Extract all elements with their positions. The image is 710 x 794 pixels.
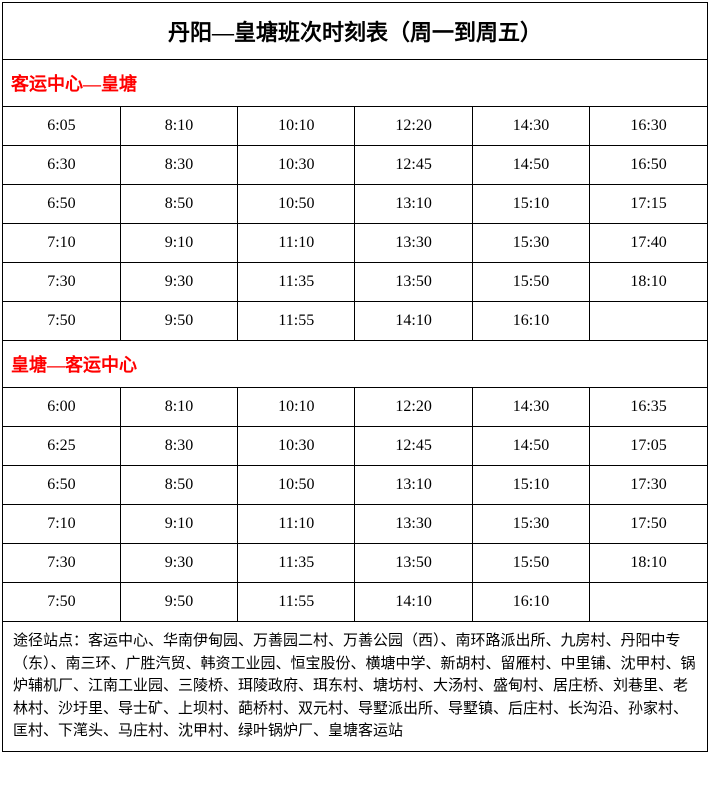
time-cell bbox=[590, 302, 707, 341]
time-cell: 14:50 bbox=[472, 427, 589, 466]
time-cell: 12:45 bbox=[355, 427, 472, 466]
time-cell: 8:50 bbox=[120, 466, 237, 505]
time-cell: 7:50 bbox=[3, 583, 120, 622]
time-cell: 16:50 bbox=[590, 146, 707, 185]
time-cell: 10:30 bbox=[238, 427, 355, 466]
time-cell: 11:35 bbox=[238, 263, 355, 302]
time-cell: 7:30 bbox=[3, 544, 120, 583]
table-row: 6:258:3010:3012:4514:5017:05 bbox=[3, 427, 707, 466]
time-cell: 17:50 bbox=[590, 505, 707, 544]
table-row: 6:508:5010:5013:1015:1017:15 bbox=[3, 185, 707, 224]
time-cell: 13:10 bbox=[355, 466, 472, 505]
time-cell: 16:10 bbox=[472, 302, 589, 341]
time-cell: 7:30 bbox=[3, 263, 120, 302]
table-row: 7:509:5011:5514:1016:10 bbox=[3, 583, 707, 622]
time-cell bbox=[590, 583, 707, 622]
time-cell: 11:10 bbox=[238, 505, 355, 544]
time-cell: 16:30 bbox=[590, 107, 707, 146]
time-cell: 7:10 bbox=[3, 505, 120, 544]
time-cell: 10:30 bbox=[238, 146, 355, 185]
time-cell: 6:50 bbox=[3, 185, 120, 224]
time-cell: 8:30 bbox=[120, 427, 237, 466]
table-row: 7:109:1011:1013:3015:3017:40 bbox=[3, 224, 707, 263]
time-cell: 8:50 bbox=[120, 185, 237, 224]
time-cell: 6:30 bbox=[3, 146, 120, 185]
time-cell: 15:50 bbox=[472, 263, 589, 302]
page-title: 丹阳—皇塘班次时刻表（周一到周五） bbox=[3, 3, 707, 60]
time-cell: 10:50 bbox=[238, 185, 355, 224]
table-row: 6:508:5010:5013:1015:1017:30 bbox=[3, 466, 707, 505]
time-cell: 6:25 bbox=[3, 427, 120, 466]
time-cell: 14:10 bbox=[355, 583, 472, 622]
time-cell: 9:50 bbox=[120, 302, 237, 341]
time-cell: 10:50 bbox=[238, 466, 355, 505]
time-cell: 9:10 bbox=[120, 505, 237, 544]
time-cell: 17:05 bbox=[590, 427, 707, 466]
time-cell: 17:30 bbox=[590, 466, 707, 505]
section2-table: 6:008:1010:1012:2014:3016:356:258:3010:3… bbox=[3, 388, 707, 622]
time-cell: 17:15 bbox=[590, 185, 707, 224]
time-cell: 8:30 bbox=[120, 146, 237, 185]
time-cell: 16:35 bbox=[590, 388, 707, 427]
time-cell: 11:55 bbox=[238, 583, 355, 622]
time-cell: 13:50 bbox=[355, 263, 472, 302]
time-cell: 14:30 bbox=[472, 388, 589, 427]
time-cell: 10:10 bbox=[238, 107, 355, 146]
time-cell: 12:20 bbox=[355, 107, 472, 146]
time-cell: 15:50 bbox=[472, 544, 589, 583]
time-cell: 7:10 bbox=[3, 224, 120, 263]
time-cell: 18:10 bbox=[590, 263, 707, 302]
time-cell: 6:00 bbox=[3, 388, 120, 427]
time-cell: 9:30 bbox=[120, 544, 237, 583]
section1-header: 客运中心—皇塘 bbox=[3, 60, 707, 107]
time-cell: 6:50 bbox=[3, 466, 120, 505]
time-cell: 6:05 bbox=[3, 107, 120, 146]
time-cell: 13:30 bbox=[355, 224, 472, 263]
time-cell: 13:10 bbox=[355, 185, 472, 224]
time-cell: 13:50 bbox=[355, 544, 472, 583]
time-cell: 9:30 bbox=[120, 263, 237, 302]
table-row: 7:309:3011:3513:5015:5018:10 bbox=[3, 263, 707, 302]
time-cell: 14:50 bbox=[472, 146, 589, 185]
time-cell: 14:30 bbox=[472, 107, 589, 146]
section2-header: 皇塘—客运中心 bbox=[3, 341, 707, 388]
time-cell: 11:10 bbox=[238, 224, 355, 263]
time-cell: 8:10 bbox=[120, 107, 237, 146]
time-cell: 7:50 bbox=[3, 302, 120, 341]
table-row: 7:309:3011:3513:5015:5018:10 bbox=[3, 544, 707, 583]
time-cell: 15:10 bbox=[472, 466, 589, 505]
time-cell: 9:50 bbox=[120, 583, 237, 622]
table-row: 6:058:1010:1012:2014:3016:30 bbox=[3, 107, 707, 146]
timetable-container: 丹阳—皇塘班次时刻表（周一到周五） 客运中心—皇塘 6:058:1010:101… bbox=[2, 2, 708, 752]
time-cell: 8:10 bbox=[120, 388, 237, 427]
time-cell: 10:10 bbox=[238, 388, 355, 427]
section1-table: 6:058:1010:1012:2014:3016:306:308:3010:3… bbox=[3, 107, 707, 341]
table-row: 7:109:1011:1013:3015:3017:50 bbox=[3, 505, 707, 544]
time-cell: 14:10 bbox=[355, 302, 472, 341]
table-row: 6:008:1010:1012:2014:3016:35 bbox=[3, 388, 707, 427]
route-stations: 途径站点：客运中心、华南伊甸园、万善园二村、万善公园（西）、南环路派出所、九房村… bbox=[3, 622, 707, 751]
time-cell: 18:10 bbox=[590, 544, 707, 583]
time-cell: 16:10 bbox=[472, 583, 589, 622]
time-cell: 9:10 bbox=[120, 224, 237, 263]
table-row: 6:308:3010:3012:4514:5016:50 bbox=[3, 146, 707, 185]
time-cell: 15:30 bbox=[472, 505, 589, 544]
time-cell: 15:10 bbox=[472, 185, 589, 224]
time-cell: 13:30 bbox=[355, 505, 472, 544]
time-cell: 12:20 bbox=[355, 388, 472, 427]
time-cell: 11:55 bbox=[238, 302, 355, 341]
table-row: 7:509:5011:5514:1016:10 bbox=[3, 302, 707, 341]
time-cell: 11:35 bbox=[238, 544, 355, 583]
time-cell: 17:40 bbox=[590, 224, 707, 263]
time-cell: 12:45 bbox=[355, 146, 472, 185]
time-cell: 15:30 bbox=[472, 224, 589, 263]
